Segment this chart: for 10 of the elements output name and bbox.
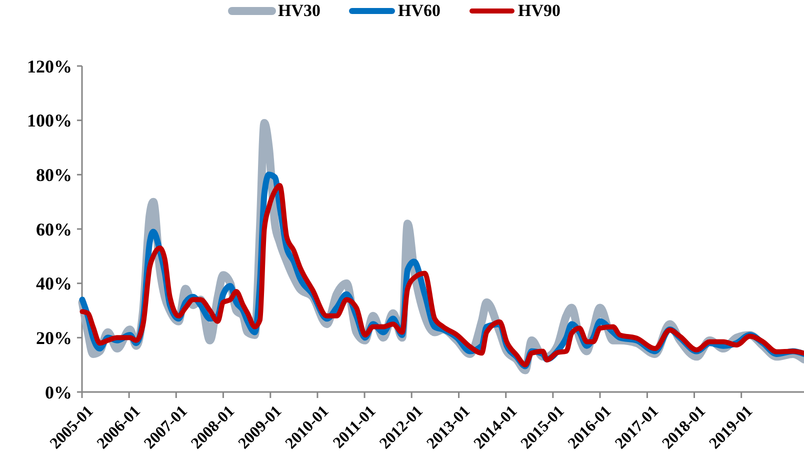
y-tick-label: 20% (36, 328, 72, 348)
y-tick-label: 120% (27, 56, 72, 76)
legend-label: HV90 (518, 1, 560, 20)
y-tick-label: 40% (36, 274, 72, 294)
y-tick-label: 60% (36, 219, 72, 240)
legend-label: HV30 (278, 1, 320, 20)
y-tick-label: 80% (36, 164, 72, 185)
y-tick-label: 0% (45, 382, 72, 402)
y-tick-label: 100% (27, 110, 72, 131)
legend-label: HV60 (398, 1, 440, 20)
